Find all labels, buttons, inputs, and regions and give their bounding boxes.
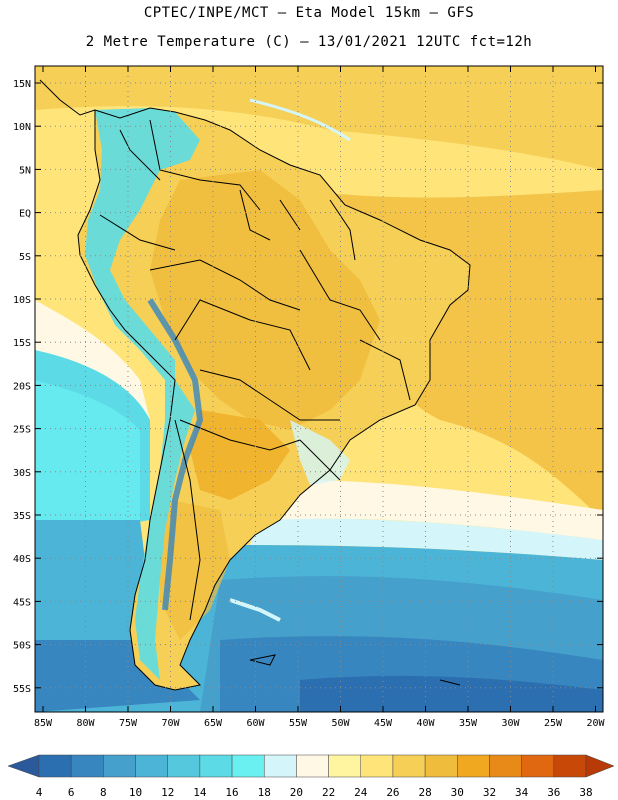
colorbar-swatch: [489, 754, 522, 778]
colorbar-swatch: [231, 754, 265, 778]
lat-tick-label: 20S: [13, 381, 31, 392]
colorbar-swatch: [328, 754, 362, 778]
lon-tick-label: 20W: [586, 718, 605, 729]
colorbar-swatch: [521, 754, 555, 778]
colorbar-label: 4: [36, 786, 43, 799]
colorbar-label: 10: [129, 786, 142, 799]
latitude-axis: 15N 10N 5N EQ 5S 10S 15S 20S 25S 30S 35S 40S 45S 50S 5…: [13, 79, 603, 695]
colorbar-swatch: [135, 754, 168, 778]
colorbar-swatch: [38, 754, 72, 778]
colorbar: 4 6 8 10 12 14 16 18 20 22 24 26 28 30 32 34 36 38: [7, 754, 615, 799]
colorbar-swatch: [457, 754, 490, 778]
lon-tick-label: 40W: [416, 718, 435, 729]
lon-tick-label: 35W: [459, 718, 478, 729]
lat-tick-label: 15S: [13, 338, 31, 349]
lat-tick-label: 45S: [13, 597, 31, 608]
colorbar-label: 8: [100, 786, 107, 799]
lon-tick-label: 30W: [501, 718, 520, 729]
longitude-axis: 85W 80W 75W 70W 65W 60W 55W 50W 45W 40W 35W 30W 25W 2…: [34, 66, 606, 729]
map-title: CPTEC/INPE/MCT – Eta Model 15km – GFS: [143, 5, 475, 21]
colorbar-label: 26: [386, 786, 399, 799]
colorbar-swatch: [70, 754, 104, 778]
colorbar-swatch: [360, 754, 394, 778]
colorbar-low-arrow: [7, 754, 40, 778]
map-frame: [34, 65, 604, 713]
lon-tick-label: 55W: [289, 718, 308, 729]
lat-tick-label: 5N: [19, 165, 31, 176]
colorbar-label: 24: [354, 786, 368, 799]
colorbar-high-arrow: [585, 754, 615, 778]
lat-tick-label: 55S: [13, 684, 31, 695]
colorbar-label: 20: [290, 786, 303, 799]
lon-tick-label: 65W: [204, 718, 223, 729]
colorbar-swatch: [263, 754, 297, 778]
colorbar-label: 6: [68, 786, 75, 799]
lat-tick-label: 50S: [13, 641, 31, 652]
colorbar-label: 30: [451, 786, 464, 799]
lat-tick-label: 40S: [13, 554, 31, 565]
lon-tick-label: 70W: [161, 718, 180, 729]
colorbar-label: 16: [225, 786, 238, 799]
colorbar-swatch: [167, 754, 201, 778]
lat-tick-label: 30S: [13, 468, 31, 479]
lon-tick-label: 60W: [246, 718, 265, 729]
lat-tick-label: 5S: [19, 252, 31, 263]
lon-tick-label: 25W: [544, 718, 563, 729]
lon-tick-label: 75W: [119, 718, 138, 729]
temperature-field: [35, 66, 603, 712]
colorbar-label: 32: [483, 786, 496, 799]
colorbar-label: 18: [258, 786, 271, 799]
colorbar-swatch: [103, 754, 136, 778]
lat-tick-label: 25S: [13, 425, 31, 436]
colorbar-label: 34: [515, 786, 529, 799]
lon-tick-label: 45W: [374, 718, 393, 729]
lat-tick-label: EQ: [19, 209, 31, 220]
lon-tick-label: 50W: [331, 718, 350, 729]
lon-tick-label: 80W: [76, 718, 95, 729]
colorbar-label: 12: [161, 786, 174, 799]
map-subtitle: 2 Metre Temperature (C) – 13/01/2021 12U…: [85, 34, 533, 50]
colorbar-label: 22: [322, 786, 335, 799]
colorbar-swatch: [392, 754, 426, 778]
lon-tick-label: 85W: [34, 718, 53, 729]
lat-tick-label: 10N: [13, 122, 31, 133]
colorbar-label: 14: [193, 786, 207, 799]
colorbar-swatch: [553, 754, 587, 778]
lat-tick-label: 35S: [13, 511, 31, 522]
colorbar-label: 36: [547, 786, 560, 799]
lat-tick-label: 15N: [13, 79, 31, 90]
colorbar-swatch: [296, 754, 329, 778]
colorbar-label: 38: [579, 786, 592, 799]
colorbar-swatch: [424, 754, 458, 778]
lat-tick-label: 10S: [13, 295, 31, 306]
colorbar-label: 28: [418, 786, 431, 799]
colorbar-swatch: [199, 754, 233, 778]
